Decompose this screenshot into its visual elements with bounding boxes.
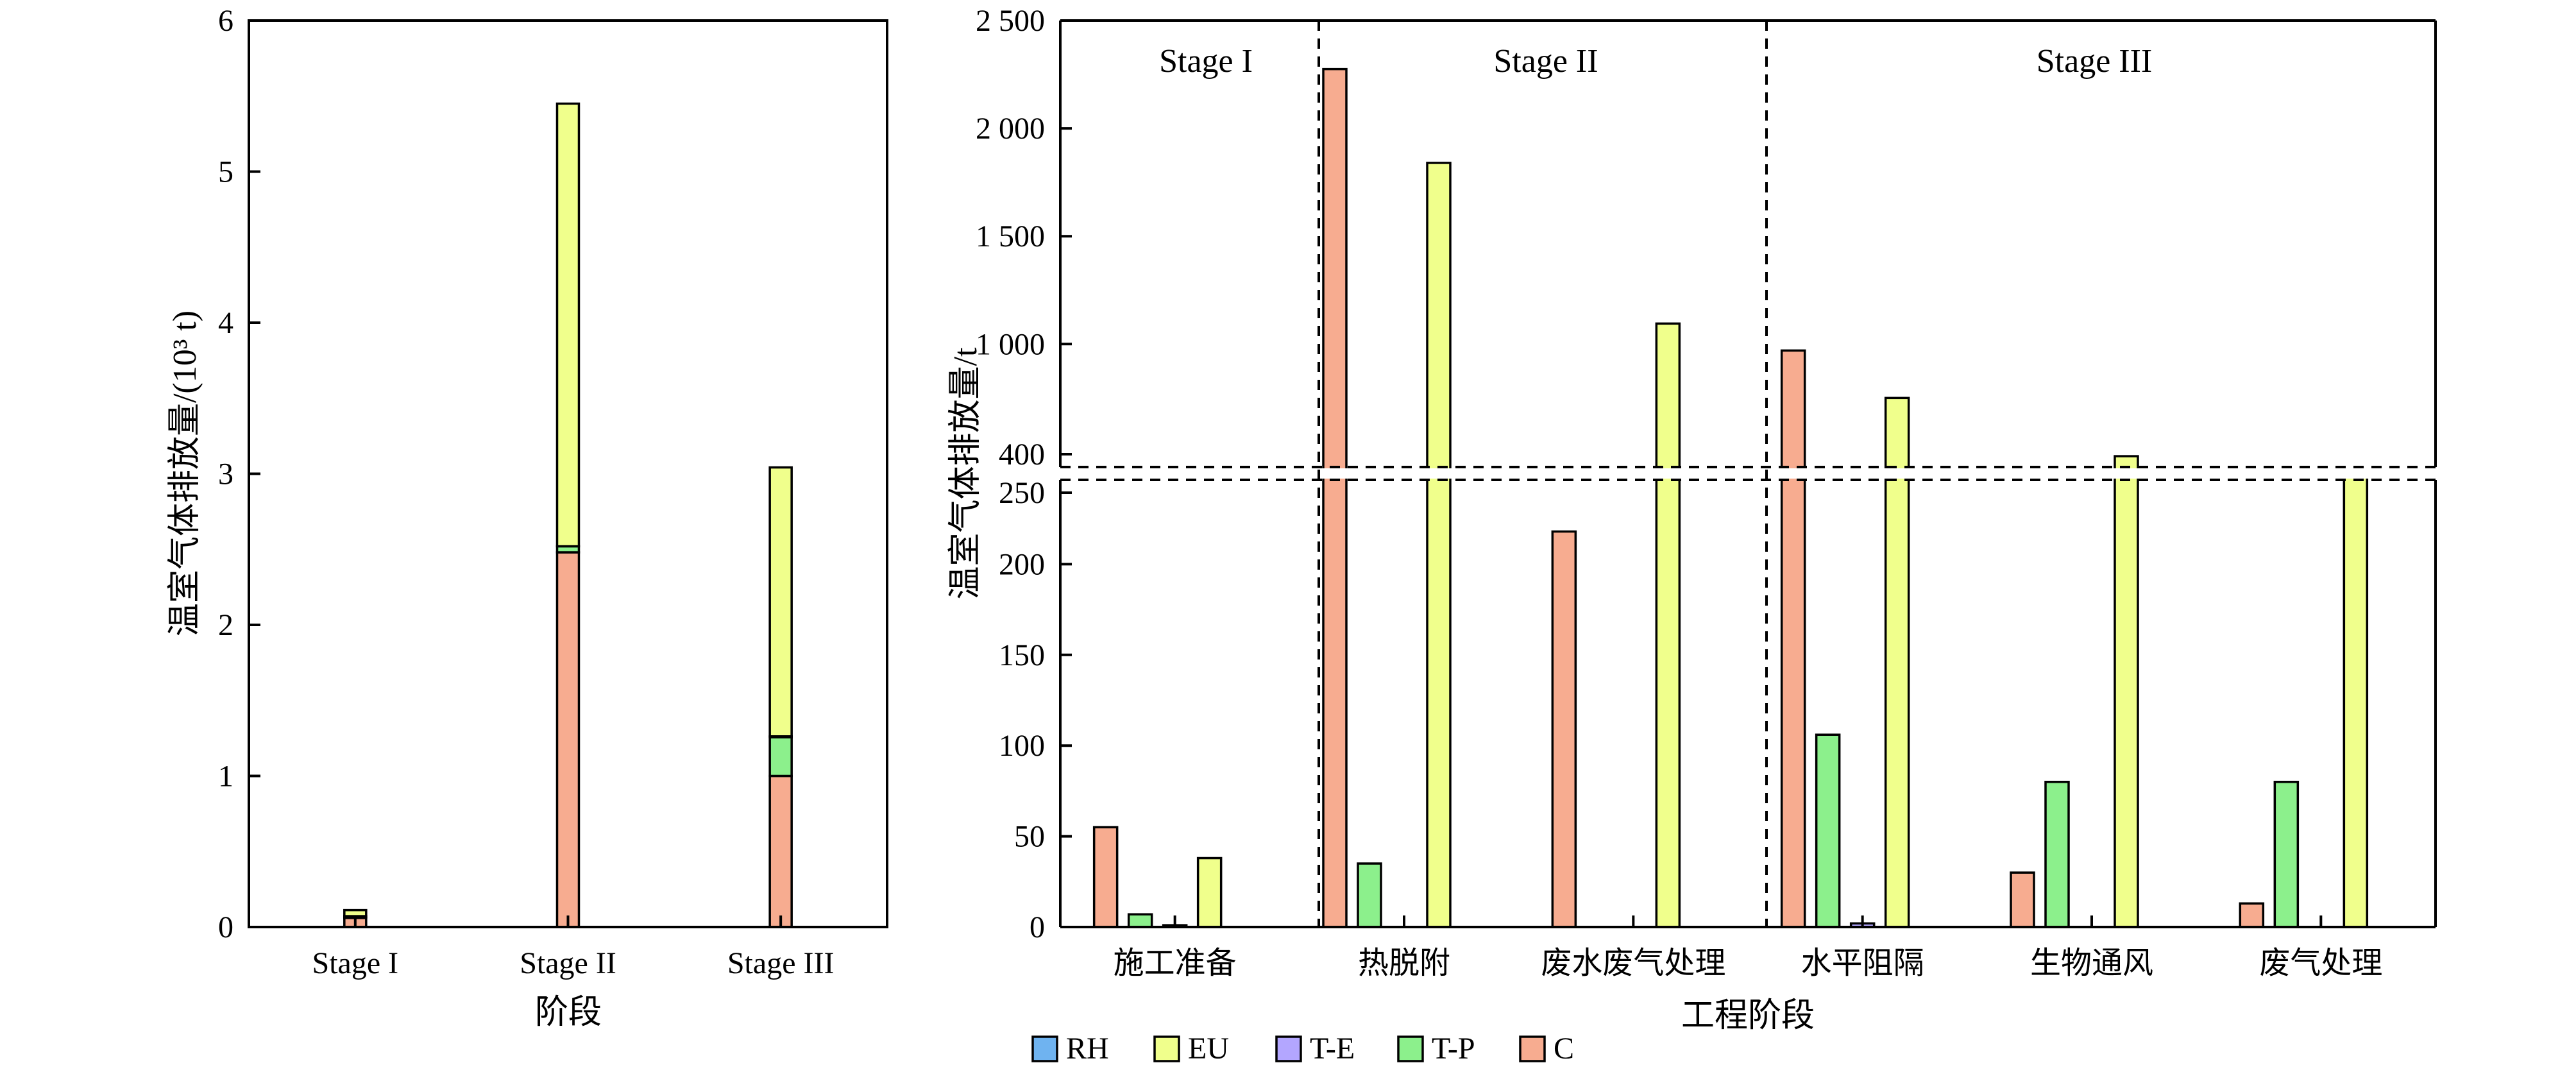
right-x-tick-label: 热脱附 (1358, 946, 1450, 980)
right-y-tick-label: 250 (999, 476, 1045, 510)
left-x-axis-title: 阶段 (535, 994, 602, 1031)
left-bar-eu-3 (768, 466, 793, 738)
left-bar-c-2 (555, 551, 580, 928)
left-y-tick-label: 4 (218, 306, 233, 340)
right-y-tick-label: 2 500 (976, 4, 1045, 38)
legend-swatch-eu (1153, 1035, 1180, 1062)
right-bar-t-p-5 (2044, 781, 2070, 928)
right-bar-eu-2 (1426, 162, 1452, 928)
right-bar-c-6 (2239, 902, 2265, 928)
legend-label-t-e: T-E (1310, 1032, 1355, 1066)
axis-break-gap (1062, 468, 2434, 479)
right-bar-eu-1 (1196, 856, 1223, 928)
right-bar-c-3 (1551, 530, 1577, 928)
right-bar-eu-4 (1884, 396, 1910, 928)
right-x-tick-label: 生物通风 (2030, 946, 2153, 980)
right-y-tick-label: 2 000 (976, 112, 1045, 146)
left-x-axis: Stage I Stage II Stage III (312, 915, 835, 980)
left-x-tick-label: Stage III (727, 946, 835, 980)
left-y-axis: 0 1 2 3 4 5 6 (218, 4, 260, 944)
right-bar-c-1 (1092, 826, 1119, 928)
left-y-tick-label: 3 (218, 457, 233, 491)
right-bar-c-2 (1322, 67, 1348, 928)
legend-swatch-t-e (1275, 1035, 1302, 1062)
right-x-tick-label: 水平阻隔 (1801, 946, 1924, 980)
legend: RH EU T-E T-P C (1031, 1032, 1574, 1066)
left-y-tick-label: 2 (218, 608, 233, 642)
stage-label-2: Stage II (1493, 43, 1598, 80)
right-bar-c-5 (2010, 871, 2035, 928)
right-x-tick-label: 施工准备 (1114, 946, 1237, 980)
right-x-tick-label: 废水废气处理 (1541, 946, 1725, 980)
legend-label-rh: RH (1066, 1032, 1109, 1066)
right-bar-eu-6 (2343, 469, 2369, 928)
right-x-axis-title: 工程阶段 (1681, 998, 1815, 1034)
right-y-tick-label: 1 500 (976, 219, 1045, 253)
right-y-axis-title: 温室气体排放量/t (947, 347, 984, 599)
right-y-tick-label: 200 (999, 547, 1045, 581)
right-x-axis: 施工准备 热脱附 废水废气处理 水平阻隔 生物通风 废气处理 (1114, 915, 2382, 980)
left-y-tick-label: 1 (218, 760, 233, 794)
right-bar-eu-5 (2114, 455, 2139, 928)
legend-label-c: C (1554, 1032, 1574, 1066)
left-bar-c-3 (768, 774, 793, 928)
right-y-tick-label: 50 (1014, 820, 1045, 854)
right-bar-t-p-4 (1815, 733, 1841, 928)
right-y-axis: 0 50 100 150 200 250 400 1 000 1 500 2 000 2 500 (976, 4, 1072, 944)
left-bar-t-p-3 (768, 735, 793, 778)
left-y-tick-label: 6 (218, 4, 233, 38)
left-bars (343, 102, 793, 928)
left-bar-eu-2 (555, 102, 580, 548)
right-chart: Stage I Stage II Stage III 0 50 100 150 200 2… (947, 4, 2437, 1034)
left-y-tick-label: 5 (218, 155, 233, 189)
right-y-tick-label: 1 000 (976, 327, 1045, 361)
right-bars (1062, 67, 2434, 928)
left-x-tick-label: Stage II (520, 946, 616, 980)
left-y-axis-title: 温室气体排放量/(10³ t) (167, 311, 203, 636)
legend-label-t-p: T-P (1432, 1032, 1475, 1066)
stage-label-3: Stage III (2037, 43, 2152, 80)
legend-swatch-c (1519, 1035, 1546, 1062)
right-bar-c-4 (1780, 349, 1806, 928)
right-bar-t-p-6 (2273, 781, 2300, 928)
right-y-tick-label: 150 (999, 638, 1045, 672)
right-bar-eu-3 (1655, 322, 1681, 928)
right-bar-t-p-2 (1357, 862, 1382, 928)
left-y-tick-label: 0 (218, 910, 233, 944)
right-y-tick-label: 400 (999, 438, 1045, 472)
legend-swatch-t-p (1397, 1035, 1424, 1062)
right-y-tick-label: 100 (999, 729, 1045, 763)
left-x-tick-label: Stage I (312, 946, 399, 980)
legend-label-eu: EU (1188, 1032, 1229, 1066)
right-x-tick-label: 废气处理 (2259, 946, 2382, 980)
right-bar-t-p-1 (1127, 913, 1153, 928)
left-bar-eu-1 (343, 908, 368, 917)
legend-swatch-rh (1031, 1035, 1058, 1062)
stage-label-1: Stage I (1159, 43, 1253, 80)
left-chart: 0 1 2 3 4 5 6 Stage I Stage II Stage III 阶段 温室气体… (167, 4, 888, 1031)
right-y-tick-label: 0 (1030, 910, 1045, 944)
